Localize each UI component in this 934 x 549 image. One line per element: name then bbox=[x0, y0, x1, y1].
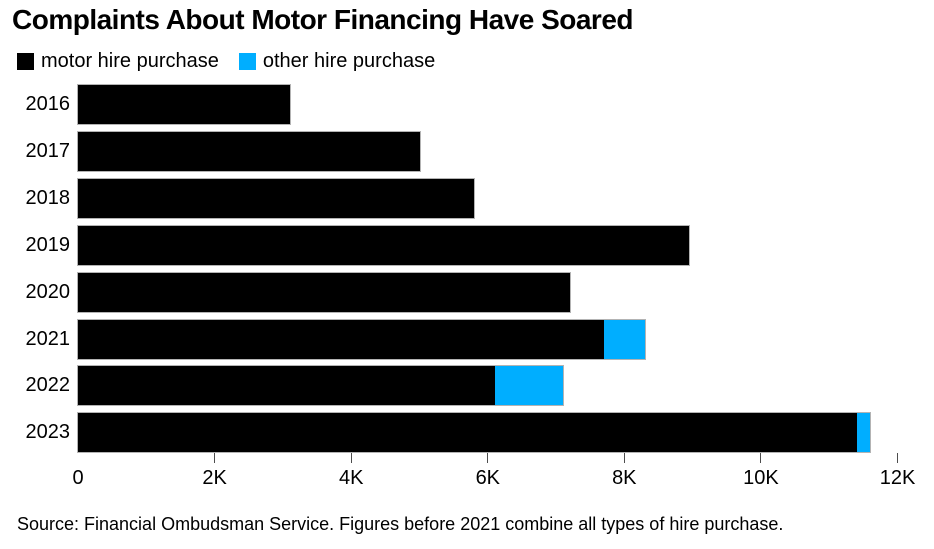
bar-segment-motor bbox=[78, 366, 495, 405]
bar-segment-other bbox=[856, 413, 871, 452]
bar-segment-motor bbox=[78, 85, 290, 124]
legend-item-motor-hire-purchase: motor hire purchase bbox=[17, 50, 219, 73]
bar-segment-motor bbox=[78, 413, 857, 452]
legend-swatch-icon bbox=[238, 53, 256, 70]
chart-title: Complaints About Motor Financing Have So… bbox=[12, 4, 634, 35]
y-axis-label: 2016 bbox=[25, 93, 71, 115]
x-tick-label: 12K bbox=[879, 467, 916, 489]
y-axis-label: 2017 bbox=[25, 140, 71, 162]
y-axis-label: 2019 bbox=[25, 234, 71, 256]
x-tick-mark bbox=[897, 453, 898, 463]
x-tick-mark bbox=[487, 453, 489, 463]
bar-row: 2020 bbox=[0, 272, 934, 313]
source-note: Source: Financial Ombudsman Service. Fig… bbox=[17, 514, 784, 534]
plot-area: 2016 2017 2018 2019 2020 2021 2022 2023 bbox=[0, 84, 934, 453]
bar-row: 2022 bbox=[0, 365, 934, 406]
x-tick-label: 8K bbox=[612, 467, 637, 489]
y-axis-label: 2023 bbox=[25, 421, 71, 443]
y-axis-label: 2021 bbox=[25, 328, 71, 350]
bar-segment-motor bbox=[78, 179, 475, 218]
bar-segment-other bbox=[603, 320, 645, 359]
x-tick-label: 4K bbox=[338, 467, 364, 489]
x-tick-label: 0 bbox=[72, 467, 84, 489]
bar-segment-motor bbox=[78, 132, 420, 171]
bar-row: 2018 bbox=[0, 178, 934, 219]
bar-stack-2020 bbox=[77, 272, 571, 313]
bar-row: 2021 bbox=[0, 319, 934, 360]
x-tick-label: 2K bbox=[202, 467, 227, 489]
bar-stack-2016 bbox=[77, 84, 291, 125]
x-tick-mark bbox=[214, 453, 216, 463]
bar-stack-2021 bbox=[77, 319, 646, 360]
y-axis-label: 2020 bbox=[25, 281, 71, 303]
bar-stack-2019 bbox=[76, 225, 691, 266]
bar-stack-2022 bbox=[77, 365, 564, 406]
bar-segment-motor bbox=[78, 226, 690, 265]
bar-stack-2018 bbox=[76, 178, 476, 219]
x-tick-mark bbox=[623, 453, 625, 463]
x-tick-mark bbox=[350, 453, 352, 463]
x-tick-label: 6K bbox=[475, 467, 501, 489]
bar-row: 2019 bbox=[0, 225, 934, 266]
bar-segment-motor bbox=[78, 273, 570, 312]
bar-segment-other bbox=[494, 366, 563, 405]
legend-swatch-icon bbox=[17, 53, 34, 70]
x-tick-mark bbox=[760, 453, 762, 463]
legend: motor hire purchase other hire purchase bbox=[17, 50, 435, 73]
legend-label: motor hire purchase bbox=[41, 50, 219, 72]
bar-segment-motor bbox=[78, 320, 604, 359]
legend-label: other hire purchase bbox=[262, 50, 436, 72]
bar-row: 2016 bbox=[0, 84, 934, 125]
bar-row: 2023 bbox=[0, 412, 934, 453]
y-axis-label: 2018 bbox=[25, 187, 71, 209]
bar-stack-2017 bbox=[77, 131, 421, 172]
x-tick-label: 10K bbox=[743, 467, 779, 489]
bar-stack-2023 bbox=[76, 412, 872, 453]
legend-item-other-hire-purchase: other hire purchase bbox=[238, 50, 436, 73]
bar-row: 2017 bbox=[0, 131, 934, 172]
y-axis-label: 2022 bbox=[25, 374, 71, 396]
